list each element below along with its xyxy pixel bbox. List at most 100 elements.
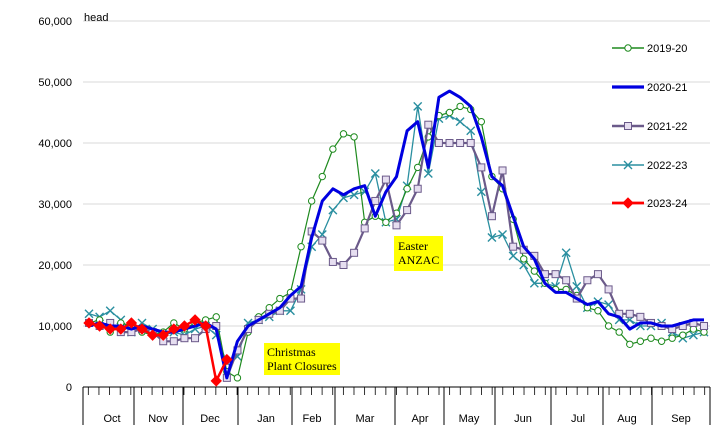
point-marker [189,314,201,326]
point-marker [285,306,295,316]
point-marker [157,329,169,341]
point-marker [360,224,369,233]
legend-item: 2023-24 [612,197,687,210]
point-marker [339,130,348,138]
x-tick-label: Dec [200,413,220,425]
x-tick-label: Nov [148,413,168,425]
point-marker [212,313,220,321]
point-marker [84,309,94,319]
point-marker [466,126,476,136]
point-marker [349,190,359,200]
series-2020-21 [88,89,704,380]
series-lines [83,89,709,387]
point-marker [339,261,348,269]
point-marker [423,169,433,178]
point-marker [297,294,306,303]
point-marker [413,101,423,111]
point-marker [624,122,632,130]
point-marker [551,270,560,279]
point-marker [104,323,116,335]
y-tick-label: 50,000 [38,77,72,89]
point-marker [350,133,358,141]
point-marker [136,323,148,335]
point-marker [125,317,138,329]
point-marker [297,243,305,251]
point-marker [318,172,326,181]
point-marker [657,337,666,345]
x-tick-labels: Oct Nov Dec Jan Feb Mar Apr May Jun Jul Aug Sep [103,413,690,425]
point-marker [329,145,337,153]
point-marker [688,330,698,340]
legend-item: 2019-20 [612,43,687,55]
point-marker [509,242,518,251]
y-tick-label: 60,000 [38,16,72,28]
point-marker [371,196,380,205]
point-marker [647,334,655,342]
x-tick-label: Sep [671,413,691,425]
point-marker [403,185,411,193]
axes [82,386,711,425]
legend-label: 2022-23 [647,160,687,172]
point-marker [370,169,380,178]
point-marker [624,44,632,52]
point-marker [593,270,602,279]
x-tick-label: Oct [103,413,120,425]
point-marker [636,312,645,321]
y-tick-label: 20,000 [38,260,72,272]
point-marker [307,197,316,205]
point-marker [679,331,687,339]
point-marker [520,255,528,263]
point-marker [276,294,284,303]
point-marker [392,221,401,230]
legend-label: 2021-22 [647,121,687,133]
y-tick-label: 10,000 [38,321,72,333]
series-2023-24 [83,314,233,387]
point-marker [115,323,127,335]
point-marker [83,317,95,329]
x-tick-label: Mar [356,413,375,425]
point-marker [562,276,571,285]
point-marker [382,218,390,227]
point-marker [594,307,602,315]
y-axis-label: head [84,12,108,24]
point-marker [604,285,613,294]
x-tick-label: Jan [257,413,275,425]
point-marker [561,248,571,258]
legend-item: 2022-23 [612,160,687,172]
x-tick-label: May [459,413,480,425]
point-marker [328,205,338,215]
annotation-easter-line1: Easter [398,239,428,253]
y-tick-label: 40,000 [38,138,72,150]
point-marker [338,193,348,203]
legend-label: 2023-24 [647,198,687,210]
legend-label: 2019-20 [647,43,687,55]
point-marker [487,233,497,243]
point-marker [210,375,222,387]
point-marker [445,139,454,147]
annotation-christmas-line2: Plant Closures [267,359,337,373]
point-marker [180,334,189,343]
point-marker [487,212,496,221]
point-marker [105,306,115,316]
series-2021-22 [85,120,708,382]
point-marker [615,328,623,336]
point-marker [622,197,634,209]
point-marker [178,320,191,332]
point-marker [191,334,200,343]
x-tick-label: Feb [303,413,322,425]
y-tick-label: 30,000 [38,199,72,211]
x-tick-label: Aug [617,413,637,425]
point-marker [318,236,327,245]
point-marker [700,322,708,330]
annotation-christmas-line1: Christmas [267,345,316,359]
point-marker [530,267,539,275]
point-marker [636,337,645,345]
annotation-easter: Easter ANZAC [394,236,444,271]
x-tick-label: Apr [411,413,428,425]
point-marker [508,251,518,261]
point-marker [93,320,106,332]
x-tick-label: Jul [571,413,585,425]
legend-label: 2020-21 [647,82,687,94]
point-marker [604,322,613,330]
